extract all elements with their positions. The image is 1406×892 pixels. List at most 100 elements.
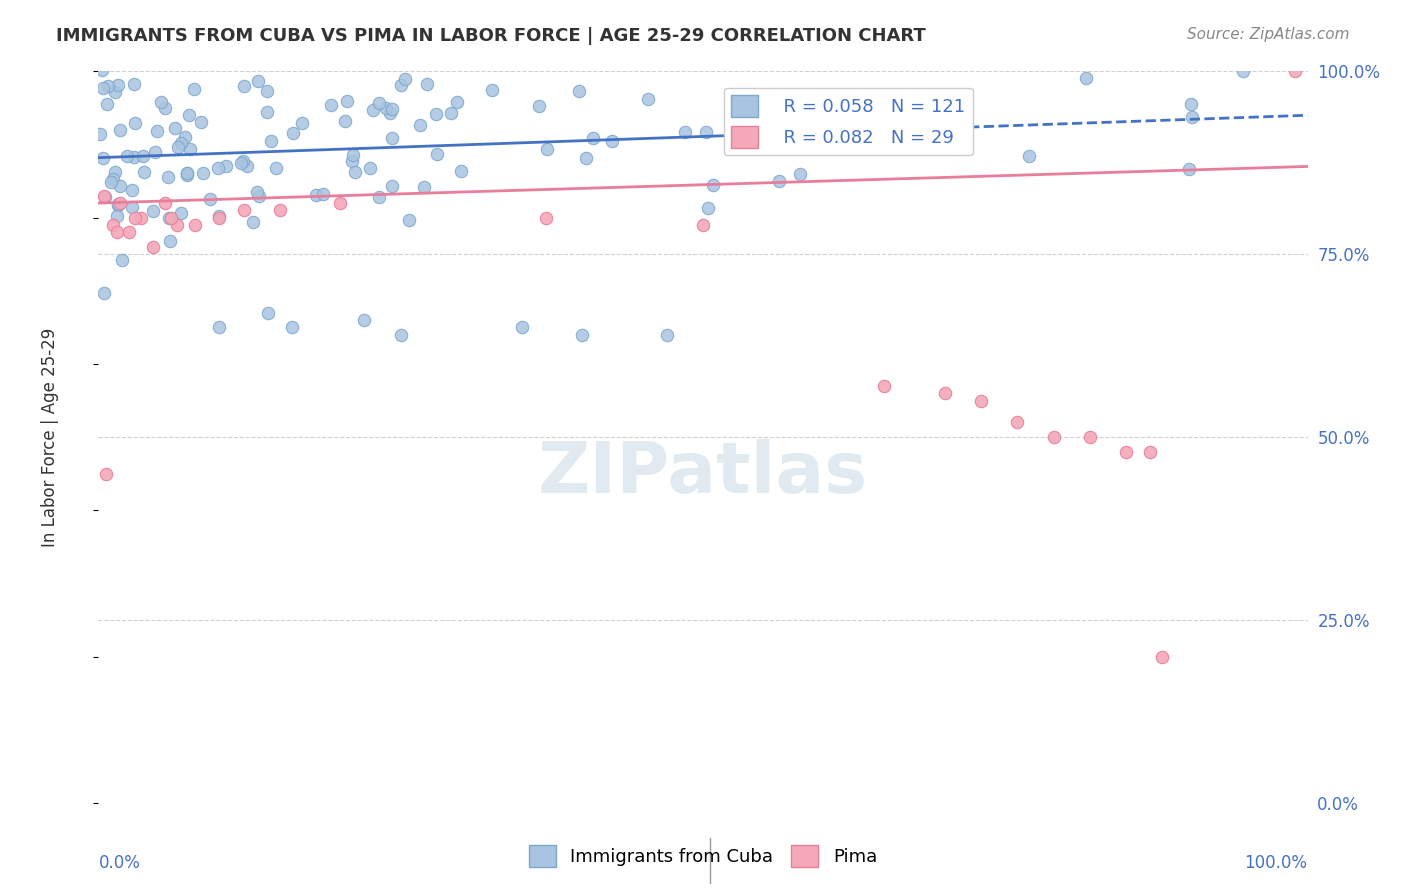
Point <box>934 386 956 401</box>
Point <box>121 183 143 197</box>
Point <box>1180 110 1202 124</box>
Point <box>90 63 112 78</box>
Point <box>101 172 124 186</box>
Point <box>93 286 115 301</box>
Text: IMMIGRANTS FROM CUBA VS PIMA IN LABOR FORCE | AGE 25-29 CORRELATION CHART: IMMIGRANTS FROM CUBA VS PIMA IN LABOR FO… <box>56 27 927 45</box>
Point <box>94 190 117 204</box>
Point <box>93 188 115 202</box>
Point <box>768 174 790 188</box>
Point <box>868 112 890 126</box>
Point <box>312 187 335 202</box>
Point <box>91 151 114 165</box>
Point <box>101 218 124 232</box>
Point <box>129 211 152 225</box>
Point <box>697 202 720 216</box>
Text: 100.0%: 100.0% <box>1244 854 1308 872</box>
Point <box>695 125 717 139</box>
Point <box>1139 444 1161 458</box>
Point <box>481 83 503 97</box>
Point <box>1180 96 1202 111</box>
Point <box>118 225 141 239</box>
Point <box>236 159 259 173</box>
Point <box>1178 161 1201 176</box>
Point <box>184 218 207 232</box>
Point <box>291 116 314 130</box>
Point <box>527 99 550 113</box>
Point <box>174 130 197 145</box>
Point <box>1254 55 1277 70</box>
Point <box>176 166 198 180</box>
Point <box>342 148 364 162</box>
Point <box>208 320 231 334</box>
Point <box>1007 416 1029 430</box>
Point <box>179 142 201 156</box>
Point <box>970 393 993 408</box>
Point <box>242 215 264 229</box>
Point <box>305 188 328 202</box>
Point <box>281 126 304 140</box>
Point <box>378 106 401 120</box>
Point <box>582 131 605 145</box>
Point <box>149 95 172 109</box>
Point <box>600 135 623 149</box>
Point <box>344 165 367 179</box>
Point <box>132 165 155 179</box>
Point <box>183 82 205 96</box>
Point <box>1152 649 1174 664</box>
Point <box>1078 430 1101 444</box>
Point <box>207 161 229 176</box>
Point <box>389 327 412 342</box>
Point <box>198 192 221 206</box>
Point <box>510 320 533 334</box>
Point <box>450 164 472 178</box>
Point <box>266 161 288 175</box>
Point <box>105 209 128 223</box>
Point <box>193 166 215 180</box>
Point <box>247 74 270 88</box>
Point <box>177 108 200 122</box>
Point <box>1115 444 1137 458</box>
Point <box>340 154 363 169</box>
Point <box>319 97 342 112</box>
Point <box>176 166 198 180</box>
Point <box>637 92 659 106</box>
Point <box>107 78 129 92</box>
Point <box>146 124 169 138</box>
Point <box>232 78 254 93</box>
Point <box>366 51 388 65</box>
Point <box>122 150 145 164</box>
Point <box>655 327 678 342</box>
Point <box>89 128 111 142</box>
Point <box>361 103 384 118</box>
Point <box>534 211 557 225</box>
Point <box>536 142 558 156</box>
Point <box>281 320 304 334</box>
Point <box>571 327 593 342</box>
Point <box>426 147 449 161</box>
Point <box>190 115 212 129</box>
Point <box>873 379 896 393</box>
Point <box>104 165 127 179</box>
Point <box>170 136 193 151</box>
Point <box>157 169 180 184</box>
Point <box>131 149 153 163</box>
Point <box>104 85 127 99</box>
Point <box>353 313 375 327</box>
Point <box>1042 430 1064 444</box>
Point <box>170 205 193 219</box>
Point <box>568 84 591 98</box>
Point <box>425 107 447 121</box>
Point <box>1018 149 1040 163</box>
Point <box>381 131 404 145</box>
Point <box>159 211 181 225</box>
Point <box>232 153 254 168</box>
Point <box>153 101 176 115</box>
Point <box>125 50 148 64</box>
Point <box>108 196 131 211</box>
Point <box>413 180 436 194</box>
Point <box>97 78 120 93</box>
Point <box>256 306 278 320</box>
Point <box>256 105 278 120</box>
Point <box>208 211 231 225</box>
Point <box>692 218 714 232</box>
